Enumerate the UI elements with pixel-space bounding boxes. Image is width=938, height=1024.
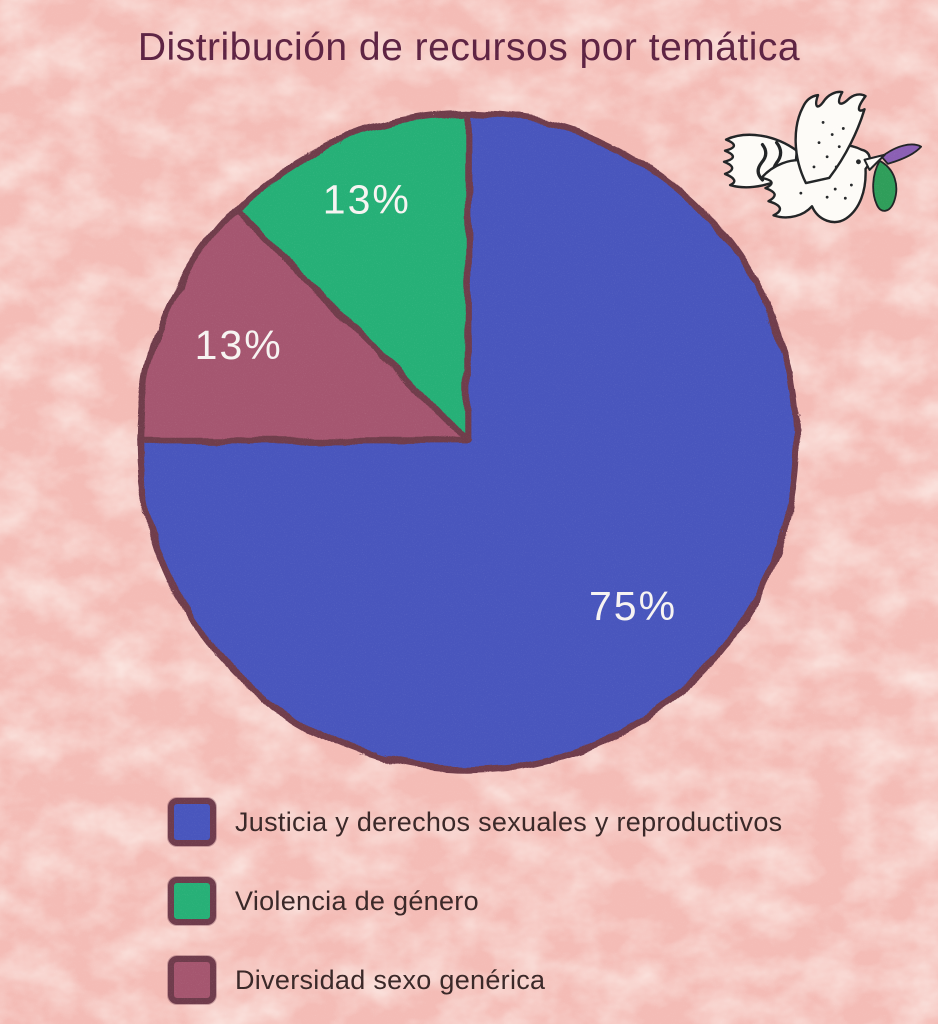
legend-label-justicia: Justicia y derechos sexuales y reproduct… [235,806,783,837]
legend-swatch-diversidad [168,956,216,1004]
legend-item-violencia: Violencia de género [168,877,782,925]
legend: Justicia y derechos sexuales y reproduct… [168,798,782,1004]
legend-swatch-violencia [168,877,216,925]
slice-label-1: 13% [195,322,283,368]
dove-icon [703,84,927,276]
legend-item-justicia: Justicia y derechos sexuales y reproduct… [168,798,782,846]
slice-label-0: 75% [589,583,677,629]
legend-label-diversidad: Diversidad sexo genérica [235,964,546,995]
chart-title: Distribución de recursos por temática [137,26,801,69]
legend-item-diversidad: Diversidad sexo genérica [168,956,782,1004]
slice-label-2: 13% [323,177,411,223]
legend-swatch-justicia [168,798,216,846]
pie-slices [134,107,798,771]
legend-label-violencia: Violencia de género [235,885,479,916]
